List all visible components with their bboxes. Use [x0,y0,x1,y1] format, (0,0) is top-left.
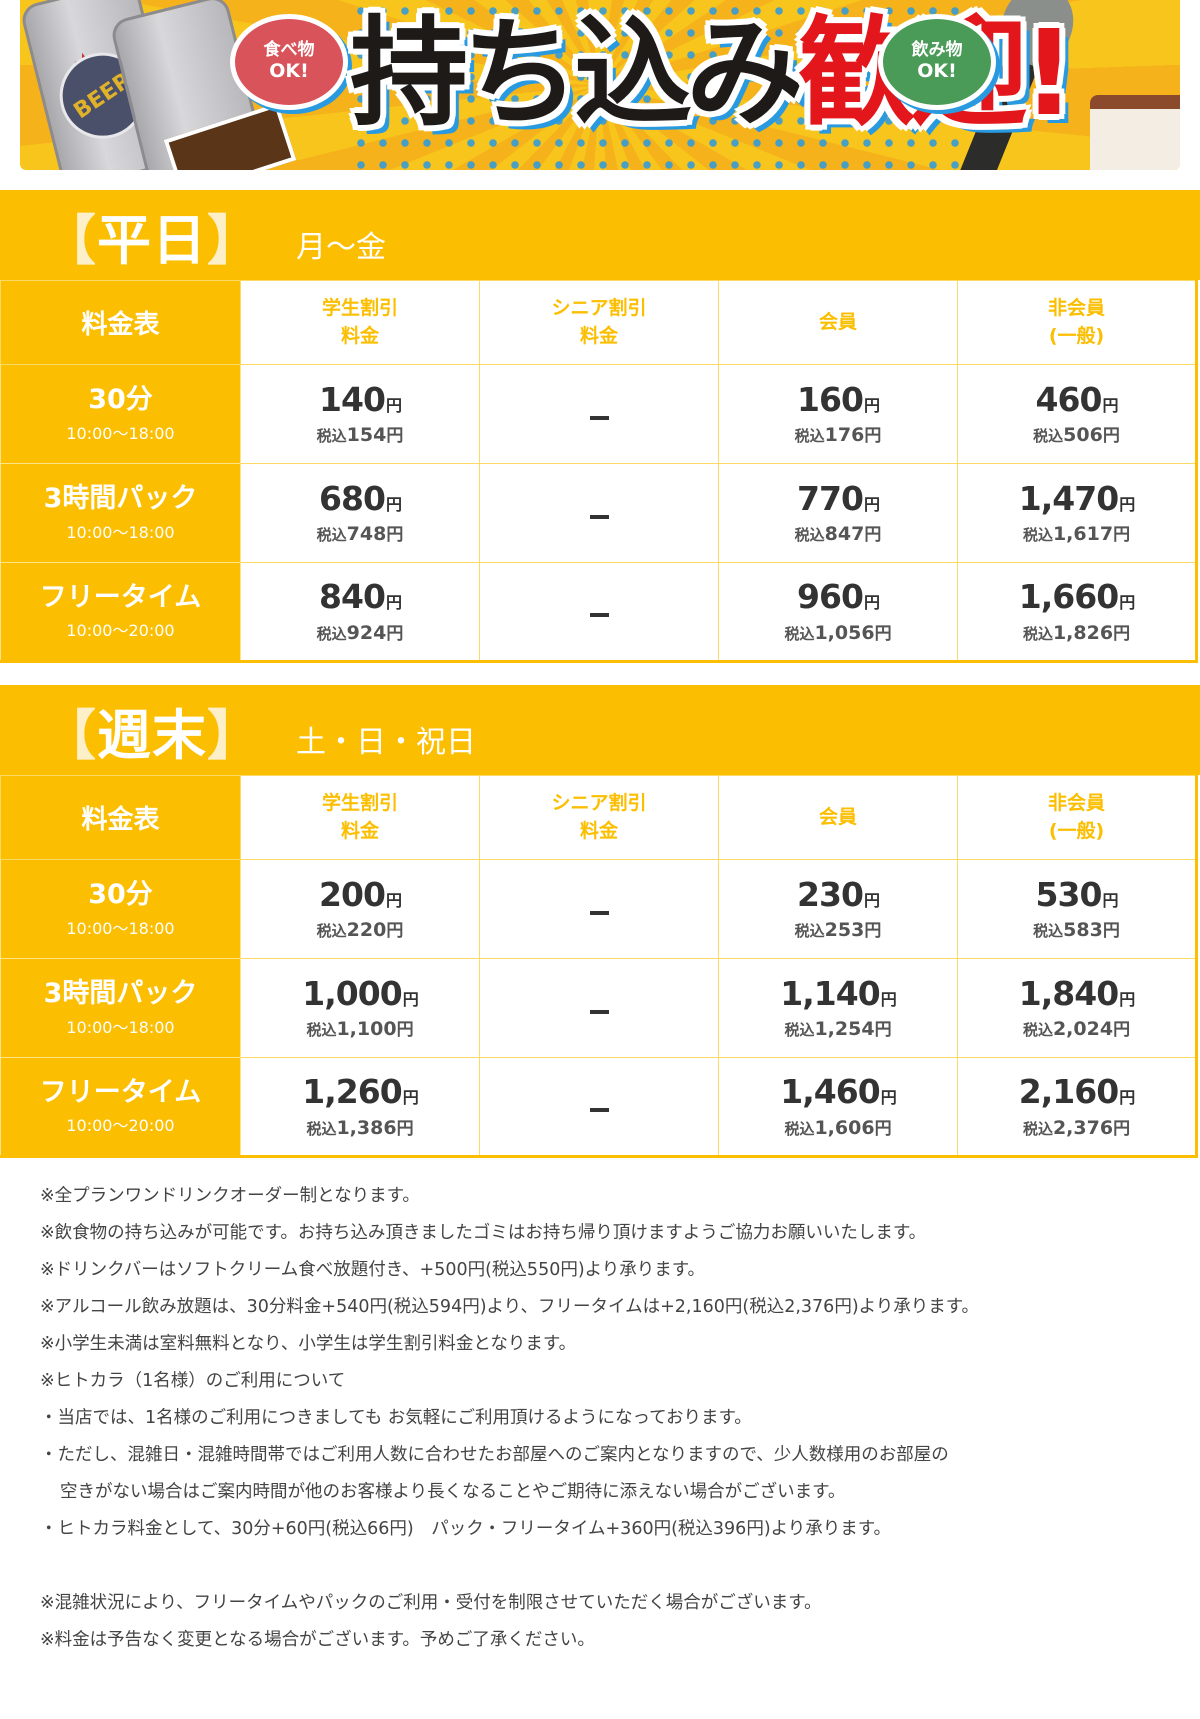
plan-cell: 3時間パック 10:00～18:00 [0,463,241,563]
weekend-price-table: 料金表 学生割引 料金 シニア割引 料金 会員 非会員 (一般) 30分 10:00～1… [0,775,1198,1158]
price-cell: 160円 税込176円 [718,364,958,464]
dash-icon [589,1108,609,1112]
note-hitokara-fee: ・ヒトカラ料金として、30分+60円(税込66円) パック・フリータイム+360… [40,1519,892,1539]
column-student: 学生割引 料金 [240,280,480,365]
column-non-member: 非会員 (一般) [957,775,1197,860]
price-cell: 1,460円 税込1,606円 [718,1057,958,1157]
food-ok-line2: OK! [269,59,309,82]
price-cell: 840円 税込924円 [240,562,480,662]
price-cell-unavailable [479,1057,719,1157]
price-cell: 1,660円 税込1,826円 [957,562,1197,662]
price-cell: 1,140円 税込1,254円 [718,958,958,1058]
note-drink-bar: ※ドリンクバーはソフトクリーム食べ放題付き、+500円(税込550円)より承りま… [40,1260,706,1280]
note-alcohol: ※アルコール飲み放題は、30分料金+540円(税込594円)より、フリータイムは… [40,1297,980,1317]
weekday-header: 【平日】 月～金 [0,190,1200,280]
drink-ok-bubble: 飲み物 OK! [878,14,996,110]
table-row: フリータイム 10:00～20:00 840円 税込924円 960円 税込1,056… [0,562,1197,662]
banner-title-black: 持ち込み [350,4,804,142]
price-cell: 140円 税込154円 [240,364,480,464]
plan-cell: 30分 10:00～18:00 [0,364,241,464]
price-cell: 1,470円 税込1,617円 [957,463,1197,563]
plan-cell: フリータイム 10:00～20:00 [0,562,241,662]
pricing-notes: ※全プランワンドリンクオーダー制となります。 ※飲食物の持ち込みが可能です。お持… [0,1158,1200,1659]
food-ok-bubble: 食べ物 OK! [230,14,348,110]
price-cell-unavailable [479,859,719,959]
bring-your-own-banner: ★ BEER 食べ物 OK! 持ち込み歓迎! 飲み物 OK! [20,0,1180,170]
note-one-drink: ※全プランワンドリンクオーダー制となります。 [40,1186,420,1206]
price-cell: 200円 税込220円 [240,859,480,959]
drink-ok-line1: 飲み物 [911,40,963,61]
food-ok-line1: 食べ物 [263,40,315,61]
halftone-dots-decoration [350,0,970,170]
weekend-days: 土・日・祝日 [296,725,476,760]
note-children: ※小学生未満は室料無料となり、小学生は学生割引料金となります。 [40,1334,577,1354]
drink-ok-line2: OK! [917,59,957,82]
price-table-label: 料金表 [0,775,241,860]
price-cell: 230円 税込253円 [718,859,958,959]
column-senior: シニア割引 料金 [479,775,719,860]
drink-cup-icon [1090,95,1180,170]
price-cell-unavailable [479,364,719,464]
column-non-member: 非会員 (一般) [957,280,1197,365]
table-header-row: 料金表 学生割引 料金 シニア割引 料金 会員 非会員 (一般) [0,775,1197,860]
weekday-pricing-section: 【平日】 月～金 料金表 学生割引 料金 シニア割引 料金 会員 非会員 (一般) 3… [0,190,1200,663]
price-cell: 770円 税込847円 [718,463,958,563]
price-cell: 1,840円 税込2,024円 [957,958,1197,1058]
plan-cell: 30分 10:00～18:00 [0,859,241,959]
price-cell: 530円 税込583円 [957,859,1197,959]
dash-icon [589,613,609,617]
note-congestion: ※混雑状況により、フリータイムやパックのご利用・受付を制限させていただく場合がご… [40,1593,822,1613]
price-cell: 1,000円 税込1,100円 [240,958,480,1058]
table-row: フリータイム 10:00～20:00 1,260円 税込1,386円 1,460円税… [0,1057,1197,1157]
weekend-title: 【週末】 [42,703,262,767]
table-row: 3時間パック 10:00～18:00 1,000円 税込1,100円 1,140円税… [0,958,1197,1058]
column-student: 学生割引 料金 [240,775,480,860]
price-cell: 1,260円 税込1,386円 [240,1057,480,1157]
column-member: 会員 [718,775,958,860]
table-row: 30分 10:00～18:00 200円 税込220円 230円 税込253円 530… [0,859,1197,959]
column-member: 会員 [718,280,958,365]
dash-icon [589,910,609,915]
banner-title: 持ち込み歓迎! [350,14,1076,132]
note-hitokara-busy-cont: 空きがない場合はご案内時間が他のお客様より長くなることやご期待に添えない場合がご… [60,1482,846,1502]
dash-icon [589,415,609,420]
weekday-title: 【平日】 [42,208,262,272]
price-cell-unavailable [479,463,719,563]
weekday-days: 月～金 [296,230,386,265]
price-cell: 460円 税込506円 [957,364,1197,464]
note-bring-food: ※飲食物の持ち込みが可能です。お持ち込み頂きましたゴミはお持ち帰り頂けますようご… [40,1223,927,1243]
note-hitokara-welcome: ・当店では、1名様のご利用につきましても お気軽にご利用頂けるようになっておりま… [40,1408,752,1428]
price-cell: 680円 税込748円 [240,463,480,563]
table-row: 30分 10:00～18:00 140円 税込154円 160円 税込176円 460… [0,364,1197,464]
plan-cell: フリータイム 10:00～20:00 [0,1057,241,1157]
weekday-price-table: 料金表 学生割引 料金 シニア割引 料金 会員 非会員 (一般) 30分 10:00～1… [0,280,1198,663]
price-cell: 960円 税込1,056円 [718,562,958,662]
dash-icon [589,1009,609,1014]
plan-cell: 3時間パック 10:00～18:00 [0,958,241,1058]
note-price-change: ※料金は予告なく変更となる場合がございます。予めご了承ください。 [40,1630,595,1650]
note-hitokara-busy: ・ただし、混雑日・混雑時間帯ではご利用人数に合わせたお部屋へのご案内となりますの… [40,1445,949,1465]
dash-icon [589,514,609,519]
price-table-label: 料金表 [0,280,241,365]
weekend-header: 【週末】 土・日・祝日 [0,685,1200,775]
price-cell: 2,160円 税込2,376円 [957,1057,1197,1157]
table-row: 3時間パック 10:00～18:00 680円 税込748円 770円 税込847円 … [0,463,1197,563]
table-header-row: 料金表 学生割引 料金 シニア割引 料金 会員 非会員 (一般) [0,280,1197,365]
price-cell-unavailable [479,958,719,1058]
note-hitokara-heading: ※ヒトカラ（1名様）のご利用について [40,1371,346,1391]
weekend-pricing-section: 【週末】 土・日・祝日 料金表 学生割引 料金 シニア割引 料金 会員 非会員 (一般… [0,685,1200,1158]
column-senior: シニア割引 料金 [479,280,719,365]
price-cell-unavailable [479,562,719,662]
